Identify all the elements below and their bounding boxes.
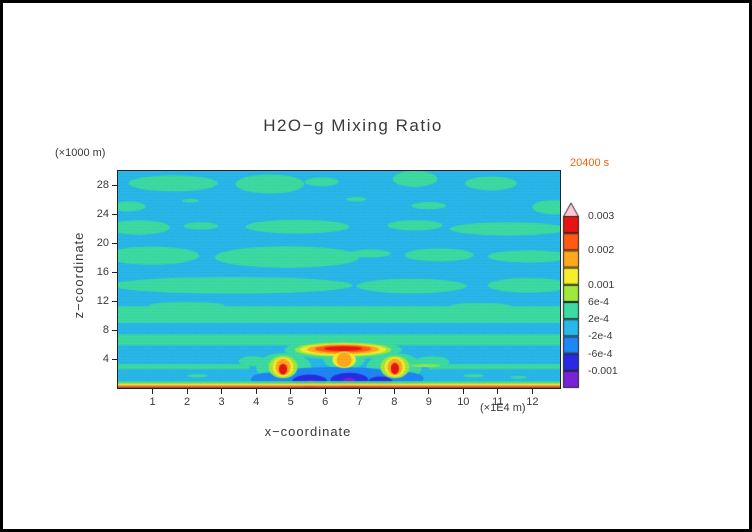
y-axis-tick bbox=[112, 300, 117, 302]
x-axis-tick bbox=[324, 389, 326, 394]
y-axis-tick bbox=[112, 358, 117, 360]
x-tick-label: 2 bbox=[184, 396, 191, 408]
x-axis-label: x−coordinate bbox=[264, 424, 352, 439]
x-axis-tick bbox=[186, 389, 188, 394]
x-axis-tick bbox=[290, 389, 292, 394]
x-tick-label: 8 bbox=[391, 396, 398, 408]
y-axis-tick bbox=[112, 213, 117, 215]
x-tick-label: 6 bbox=[322, 396, 329, 408]
y-axis-tick bbox=[112, 242, 117, 244]
x-axis-tick bbox=[152, 389, 154, 394]
colorbar-tick-label: 2e-4 bbox=[588, 313, 610, 326]
time-stamp-label: 20400 s bbox=[570, 157, 610, 169]
y-tick-label: 4 bbox=[102, 352, 109, 365]
y-axis-units: (×1000 m) bbox=[55, 147, 106, 159]
x-tick-label: 12 bbox=[526, 396, 539, 408]
x-tick-label: 3 bbox=[218, 396, 225, 408]
x-axis-units: (×1E4 m) bbox=[480, 402, 526, 414]
x-axis-tick bbox=[255, 389, 257, 394]
x-axis-tick bbox=[497, 389, 499, 394]
y-tick-label: 28 bbox=[96, 178, 109, 191]
x-axis-tick bbox=[531, 389, 533, 394]
y-axis-tick bbox=[112, 271, 117, 273]
x-tick-label: 1 bbox=[149, 396, 156, 408]
plot-area-frame bbox=[117, 170, 561, 389]
y-axis-tick bbox=[112, 329, 117, 331]
x-axis-tick bbox=[359, 389, 361, 394]
contour-plot-canvas bbox=[118, 171, 560, 388]
x-axis-tick bbox=[462, 389, 464, 394]
x-axis-tick bbox=[393, 389, 395, 394]
x-tick-label: 7 bbox=[356, 396, 363, 408]
x-tick-label: 10 bbox=[457, 396, 470, 408]
colorbar-tick-label: 0.001 bbox=[588, 278, 615, 291]
x-tick-label: 4 bbox=[253, 396, 260, 408]
colorbar-tick-label: 6e-4 bbox=[588, 296, 610, 308]
colorbar-tick-label: 0.003 bbox=[588, 210, 615, 222]
y-axis-tick bbox=[112, 184, 117, 186]
x-axis-tick bbox=[221, 389, 223, 394]
y-tick-label: 12 bbox=[96, 294, 109, 307]
colorbar-tick-label: -0.001 bbox=[588, 364, 618, 377]
plot-title: H2O−g Mixing Ratio bbox=[263, 116, 443, 135]
colorbar bbox=[562, 200, 584, 392]
x-tick-label: 9 bbox=[425, 396, 432, 408]
colorbar-tick-label: 0.002 bbox=[588, 244, 615, 257]
y-tick-label: 16 bbox=[96, 265, 109, 278]
y-tick-label: 24 bbox=[96, 207, 109, 220]
y-tick-label: 8 bbox=[102, 323, 109, 336]
colorbar-tick-label: -2e-4 bbox=[588, 330, 613, 343]
x-tick-label: 5 bbox=[287, 396, 294, 408]
x-axis-tick bbox=[428, 389, 430, 394]
colorbar-tick-label: -6e-4 bbox=[588, 347, 613, 360]
x-tick-label: 11 bbox=[492, 396, 504, 408]
y-tick-label: 20 bbox=[96, 236, 109, 249]
